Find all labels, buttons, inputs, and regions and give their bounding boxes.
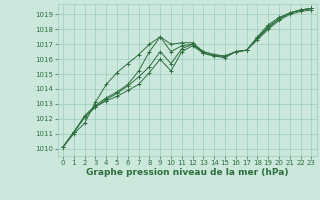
X-axis label: Graphe pression niveau de la mer (hPa): Graphe pression niveau de la mer (hPa) xyxy=(86,168,288,177)
